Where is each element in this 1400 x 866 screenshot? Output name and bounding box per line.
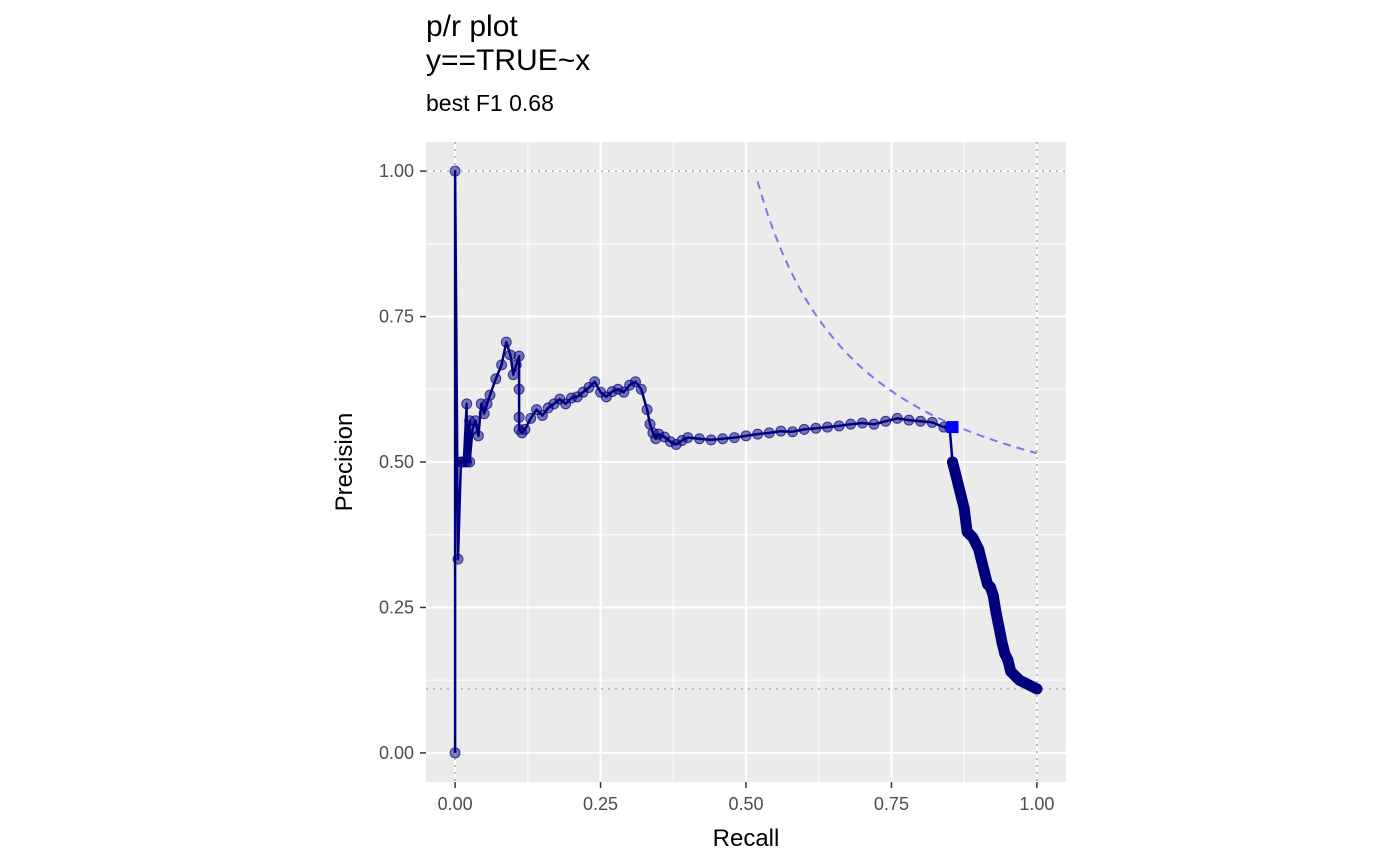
pr-point	[845, 418, 857, 430]
pr-point	[618, 386, 630, 398]
pr-point	[990, 607, 1002, 619]
y-axis-title: Precision	[331, 413, 358, 512]
x-tick-label: 0.25	[583, 794, 618, 814]
y-axis: 0.00 0.25 0.50 0.75 1.00	[379, 161, 426, 763]
pr-point	[996, 636, 1008, 648]
pr-point	[880, 415, 892, 427]
y-tick-label: 0.75	[379, 307, 414, 327]
chart-title-block: p/r plot y==TRUE~x best F1 0.68	[426, 10, 590, 117]
pr-point	[513, 383, 525, 395]
y-tick-label: 0.25	[379, 597, 414, 617]
pr-point	[868, 418, 880, 430]
pr-point	[484, 389, 496, 401]
y-tick-label: 1.00	[379, 161, 414, 181]
pr-point	[1031, 683, 1043, 695]
pr-point	[976, 555, 988, 567]
pr-point	[496, 359, 508, 371]
pr-point	[763, 427, 775, 439]
pr-point	[856, 417, 868, 429]
f1-contour-line	[756, 181, 1038, 455]
best-f1-point	[946, 421, 959, 434]
pr-point	[821, 421, 833, 433]
f1-contour	[756, 181, 1038, 455]
pr-point	[987, 590, 999, 602]
pr-point	[787, 426, 799, 438]
x-tick-label: 0.00	[438, 794, 473, 814]
pr-point	[469, 415, 481, 427]
pr-point	[513, 411, 525, 423]
pr-point	[947, 456, 959, 468]
chart-title-line-2: y==TRUE~x	[426, 44, 591, 77]
x-tick-label: 0.75	[874, 794, 909, 814]
pr-point	[955, 491, 967, 503]
x-axis-title: Recall	[713, 825, 780, 852]
pr-points	[449, 165, 1043, 759]
pr-point	[903, 414, 915, 426]
pr-point	[641, 404, 653, 416]
pr-point	[952, 479, 964, 491]
pr-point	[915, 415, 927, 427]
x-tick-label: 1.00	[1019, 794, 1054, 814]
pr-point	[1002, 654, 1014, 666]
best-f1-marker	[946, 421, 959, 434]
pr-point	[536, 409, 548, 421]
pr-point	[705, 434, 717, 446]
pr-point	[513, 350, 525, 362]
pr-point	[833, 420, 845, 432]
pr-point	[958, 503, 970, 515]
pr-point	[452, 553, 464, 565]
pr-point	[717, 433, 729, 445]
x-axis: 0.00 0.25 0.50 0.75 1.00	[438, 782, 1054, 814]
pr-point	[973, 543, 985, 555]
pr-point	[490, 373, 502, 385]
x-tick-label: 0.50	[728, 794, 763, 814]
pr-point	[464, 456, 476, 468]
pr-point	[500, 336, 512, 348]
pr-point	[740, 430, 752, 442]
pr-point	[449, 747, 461, 759]
pr-point	[629, 376, 641, 388]
pr-point	[461, 398, 473, 410]
pr-point	[728, 432, 740, 444]
pr-point	[949, 468, 961, 480]
pr-point	[682, 432, 694, 444]
pr-point	[472, 430, 484, 442]
pr-point	[798, 423, 810, 435]
pr-point	[891, 412, 903, 424]
pr-point	[993, 622, 1005, 634]
y-tick-label: 0.00	[379, 743, 414, 763]
pr-point	[967, 532, 979, 544]
pr-point	[589, 376, 601, 388]
pr-point	[507, 369, 519, 381]
y-tick-label: 0.50	[379, 452, 414, 472]
pr-point	[752, 428, 764, 440]
pr-point	[525, 412, 537, 424]
pr-point	[693, 433, 705, 445]
pr-point	[519, 423, 531, 435]
chart-title-line-1: p/r plot	[426, 10, 518, 43]
pr-point	[478, 408, 490, 420]
chart-subtitle: best F1 0.68	[426, 90, 554, 116]
pr-point	[635, 383, 647, 395]
pr-point	[979, 567, 991, 579]
pr-point	[926, 416, 938, 428]
pr-point	[810, 422, 822, 434]
pr-point	[775, 425, 787, 437]
pr-point	[449, 165, 461, 177]
